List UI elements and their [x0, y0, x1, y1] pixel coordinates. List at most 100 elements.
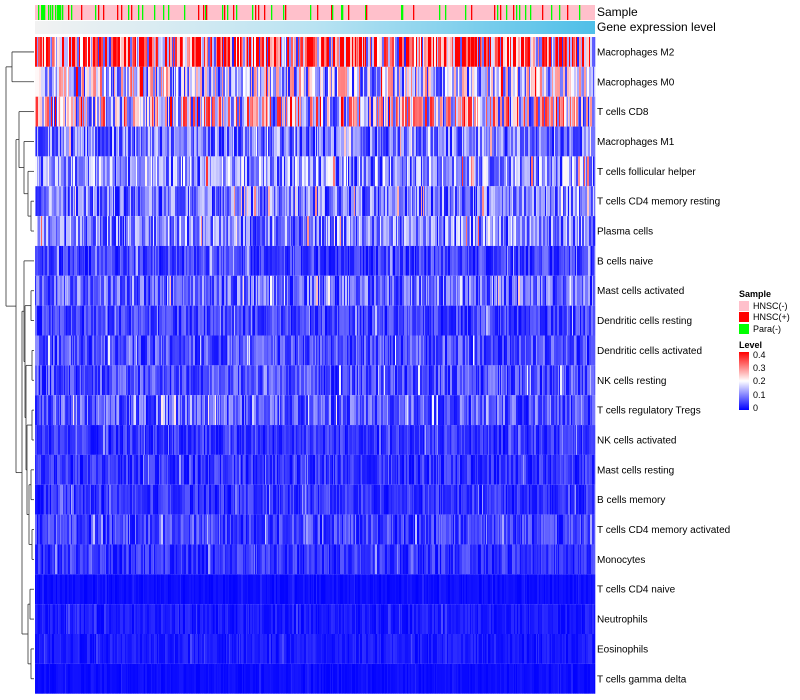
- heatmap-cell: [93, 275, 95, 306]
- heatmap-cell: [486, 305, 489, 336]
- heatmap-cell: [121, 305, 124, 336]
- heatmap-cell: [230, 365, 232, 396]
- heatmap-cell: [263, 126, 265, 157]
- heatmap-cell: [459, 37, 461, 67]
- heatmap-cell: [352, 305, 354, 336]
- heatmap-cell: [479, 245, 481, 276]
- heatmap-cell: [489, 245, 492, 276]
- heatmap-cell: [493, 365, 496, 396]
- heatmap-cell: [459, 395, 461, 426]
- heatmap-cell: [460, 66, 463, 97]
- heatmap-cell: [287, 335, 290, 366]
- heatmap-cell: [245, 245, 248, 276]
- heatmap-cell: [183, 335, 185, 366]
- heatmap-cell: [299, 37, 301, 67]
- heatmap-cell: [52, 37, 55, 67]
- heatmap-cell: [317, 305, 319, 336]
- heatmap-cell: [546, 186, 548, 217]
- heatmap-cell: [128, 126, 130, 157]
- heatmap-cell: [216, 365, 218, 396]
- heatmap-cell: [93, 365, 96, 396]
- heatmap-cell: [509, 96, 511, 127]
- heatmap-cell: [386, 216, 389, 246]
- heatmap-cell: [586, 37, 588, 67]
- heatmap-cell: [510, 245, 512, 276]
- heatmap-cell: [416, 156, 418, 187]
- heatmap-cell: [498, 37, 501, 67]
- heatmap-cell: [166, 156, 169, 187]
- heatmap-cell: [252, 305, 254, 336]
- heatmap-cell: [396, 216, 398, 246]
- heatmap-cell: [334, 335, 337, 366]
- heatmap-cell: [52, 365, 55, 396]
- heatmap-cell: [188, 395, 191, 426]
- heatmap-cell: [313, 96, 315, 127]
- heatmap-cell: [327, 37, 330, 67]
- heatmap-cell: [85, 335, 88, 366]
- heatmap-cell: [50, 66, 53, 97]
- heatmap-cell: [239, 37, 241, 67]
- heatmap-cell: [561, 126, 564, 157]
- heatmap-cell: [325, 216, 327, 246]
- heatmap-cell: [487, 275, 489, 306]
- heatmap-cell: [551, 216, 554, 246]
- heatmap-cell: [550, 365, 553, 396]
- heatmap-cell: [442, 335, 444, 366]
- heatmap-cell: [83, 186, 85, 217]
- heatmap-cell: [101, 395, 103, 426]
- heatmap-cell: [43, 37, 45, 67]
- heatmap-cell: [517, 365, 520, 396]
- heatmap-cell: [87, 126, 89, 157]
- heatmap-cell: [224, 395, 226, 426]
- heatmap-cell: [401, 245, 404, 276]
- heatmap-cell: [429, 66, 432, 97]
- heatmap-cell: [350, 96, 353, 127]
- heatmap-cell: [459, 305, 462, 336]
- heatmap-cell: [476, 365, 478, 396]
- heatmap-cell: [437, 216, 439, 246]
- heatmap-cell: [226, 335, 228, 366]
- heatmap-cell: [422, 275, 425, 306]
- heatmap-cell: [73, 156, 76, 187]
- heatmap-cell: [77, 335, 80, 366]
- heatmap-cell: [67, 126, 70, 157]
- heatmap-cell: [543, 365, 545, 396]
- heatmap-cell: [55, 96, 57, 127]
- heatmap-cell: [235, 395, 237, 426]
- heatmap-cell: [257, 245, 260, 276]
- heatmap-cell: [65, 275, 67, 306]
- heatmap-cell: [328, 126, 330, 157]
- heatmap-cell: [563, 365, 565, 396]
- heatmap-cell: [549, 216, 552, 246]
- heatmap-cell: [83, 335, 86, 366]
- heatmap-cell: [507, 335, 510, 366]
- heatmap-cell: [258, 66, 260, 97]
- heatmap-cell: [465, 96, 468, 127]
- heatmap-cell: [252, 66, 254, 97]
- heatmap-cell: [476, 96, 478, 127]
- heatmap-cell: [420, 216, 422, 246]
- heatmap-cell: [383, 186, 385, 217]
- heatmap-cell: [255, 245, 258, 276]
- heatmap-cell: [131, 186, 134, 217]
- heatmap-cell: [166, 245, 169, 276]
- heatmap-cell: [361, 335, 363, 366]
- heatmap-cell: [135, 37, 137, 67]
- heatmap-cell: [103, 156, 106, 187]
- heatmap-cell: [261, 96, 263, 127]
- heatmap-cell: [539, 216, 542, 246]
- heatmap-cell: [329, 37, 332, 67]
- heatmap-cell: [48, 186, 50, 217]
- heatmap-cell: [566, 37, 568, 67]
- heatmap-cell: [433, 305, 435, 336]
- heatmap-cell: [394, 186, 396, 217]
- heatmap-cell: [52, 156, 54, 187]
- heatmap-cell: [63, 66, 65, 97]
- heatmap-cell: [185, 245, 187, 276]
- heatmap-cell: [453, 186, 455, 217]
- heatmap-cell: [36, 186, 38, 217]
- heatmap-cell: [138, 245, 140, 276]
- heatmap-cell: [404, 395, 406, 426]
- heatmap-cell: [464, 37, 466, 67]
- heatmap-cell: [156, 245, 159, 276]
